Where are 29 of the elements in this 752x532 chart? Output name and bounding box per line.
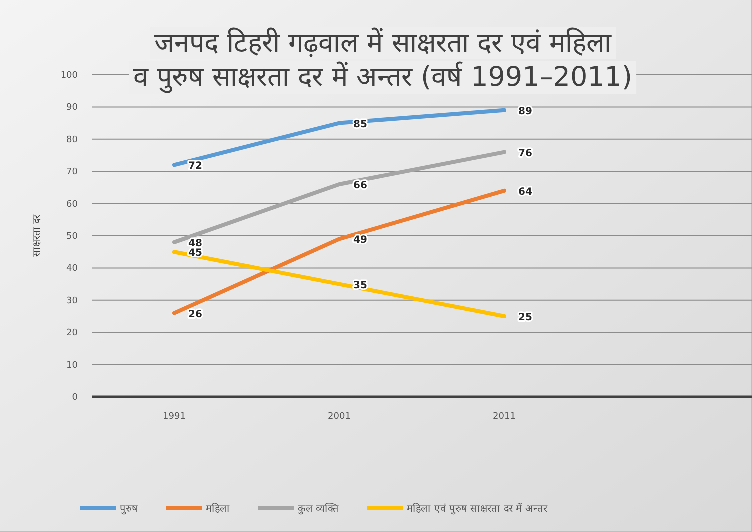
data-label: 76 [518, 148, 532, 160]
y-tick-label: 20 [66, 328, 78, 339]
data-label: 26 [188, 309, 202, 320]
legend-label: महिला [206, 503, 230, 515]
data-label: 25 [518, 312, 532, 324]
y-axis-title: साक्षरता दर [32, 214, 43, 258]
legend-label: पुरुष [120, 504, 138, 515]
data-label: 64 [518, 186, 532, 198]
y-tick-label: 10 [66, 360, 78, 371]
data-label: 66 [354, 180, 368, 192]
y-tick-label: 50 [66, 232, 78, 242]
legend-label: महिला एवं पुरुष साक्षरता दर में अन्तर [407, 503, 548, 515]
data-label: 89 [518, 106, 532, 118]
y-tick-label: 100 [60, 71, 78, 81]
data-label: 49 [354, 235, 368, 246]
data-label: 48 [188, 238, 202, 250]
x-tick-label: 2001 [328, 412, 351, 422]
y-tick-label: 30 [66, 296, 78, 306]
y-tick-label: 80 [66, 135, 78, 146]
y-tick-label: 70 [66, 168, 78, 178]
x-tick-label: 1991 [163, 412, 186, 422]
y-tick-label: 40 [66, 264, 78, 274]
data-label: 72 [188, 161, 202, 172]
x-tick-label: 2011 [493, 412, 516, 422]
y-tick-label: 90 [66, 103, 78, 114]
y-tick-label: 0 [72, 393, 78, 403]
legend-label: कुल व्यक्ति [298, 503, 340, 515]
chart-title: जनपद टिहरी गढ़वाल में साक्षरता दर एवं महिला व पुरुष साक्षरता दर में अन्तर (वर्ष 1991–2011) [133, 27, 633, 94]
y-tick-label: 60 [66, 200, 78, 210]
